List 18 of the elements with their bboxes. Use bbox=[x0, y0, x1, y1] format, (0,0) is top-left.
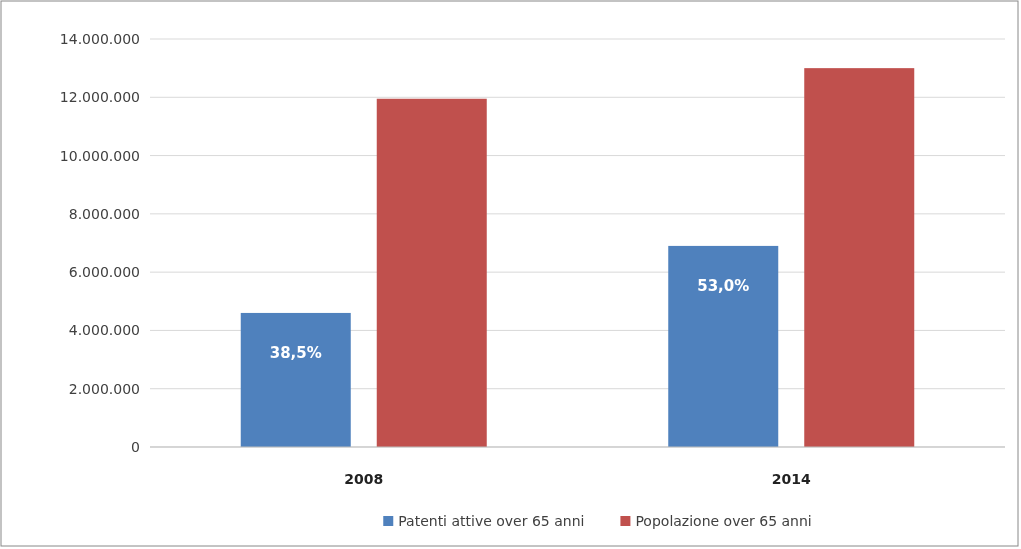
y-tick-label: 12.000.000 bbox=[59, 89, 140, 106]
y-tick-label: 10.000.000 bbox=[59, 147, 140, 164]
x-tick-label: 2014 bbox=[771, 471, 811, 487]
bar bbox=[668, 245, 779, 447]
bar bbox=[376, 98, 487, 447]
y-tick-label: 8.000.000 bbox=[68, 205, 140, 222]
y-tick-label: 2.000.000 bbox=[68, 380, 140, 397]
y-tick-label: 4.000.000 bbox=[68, 322, 140, 339]
y-tick-label: 6.000.000 bbox=[68, 264, 140, 281]
bar bbox=[804, 68, 915, 447]
annotation: 38,5% bbox=[269, 343, 322, 362]
bar bbox=[240, 312, 351, 447]
y-tick-label: 0 bbox=[131, 438, 140, 455]
y-tick-label: 14.000.000 bbox=[59, 30, 140, 47]
x-tick-label: 2008 bbox=[344, 471, 384, 487]
legend-label: Popolazione over 65 anni bbox=[635, 513, 812, 529]
annotation: 53,0% bbox=[697, 276, 750, 295]
legend-label: Patenti attive over 65 anni bbox=[398, 513, 585, 529]
